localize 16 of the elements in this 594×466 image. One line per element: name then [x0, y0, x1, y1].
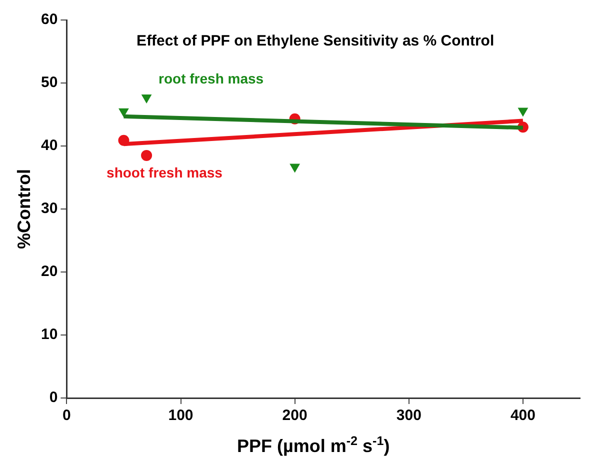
x-tick-label: 100	[168, 407, 194, 424]
x-tick-label: 200	[282, 407, 308, 424]
y-tick-label: 50	[40, 74, 58, 92]
series-label: shoot fresh mass	[106, 164, 223, 180]
x-tick-label: 0	[62, 407, 71, 424]
x-tick-label: 300	[396, 407, 422, 424]
y-tick-label: 10	[40, 326, 58, 344]
y-tick-label: 20	[40, 263, 58, 280]
y-tick-label: 0	[49, 389, 58, 406]
text: Effect of PPF on Ethylene Sensitivity as % Control	[136, 32, 494, 50]
y-axis-title: %Control	[14, 168, 34, 249]
series-label: root fresh mass	[158, 70, 264, 86]
y-tick-label: 60	[40, 11, 58, 28]
x-tick-label: 400	[510, 407, 536, 424]
y-tick-label: 30	[40, 200, 58, 218]
y-tick-label: 40	[40, 137, 58, 154]
